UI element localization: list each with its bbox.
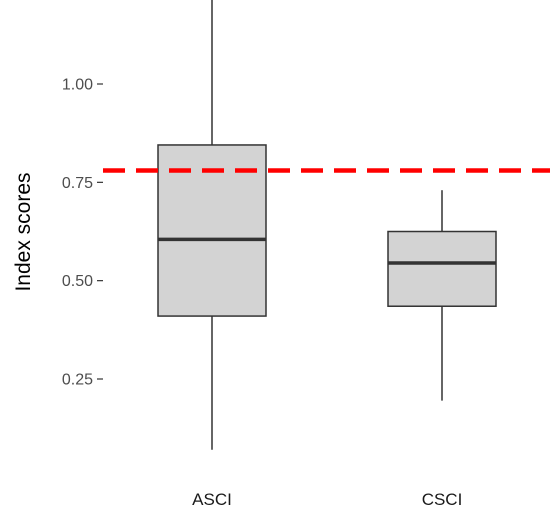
box-csci [387,190,497,401]
y-axis-title: Index scores [12,172,35,291]
y-axis: 0.25 0.50 0.75 1.00 [62,77,103,389]
x-tick-label: CSCI [422,490,463,509]
box-iqr [157,144,267,317]
x-axis: ASCI CSCI [192,490,462,509]
y-tick-label: 1.00 [62,77,93,94]
y-tick-label: 0.50 [62,273,93,290]
y-tick-label: 0.75 [62,175,93,192]
box-iqr [387,230,497,307]
y-tick-label: 0.25 [62,372,93,389]
x-tick-label: ASCI [192,490,232,509]
boxes-layer [157,0,497,450]
box-asci [157,0,267,450]
